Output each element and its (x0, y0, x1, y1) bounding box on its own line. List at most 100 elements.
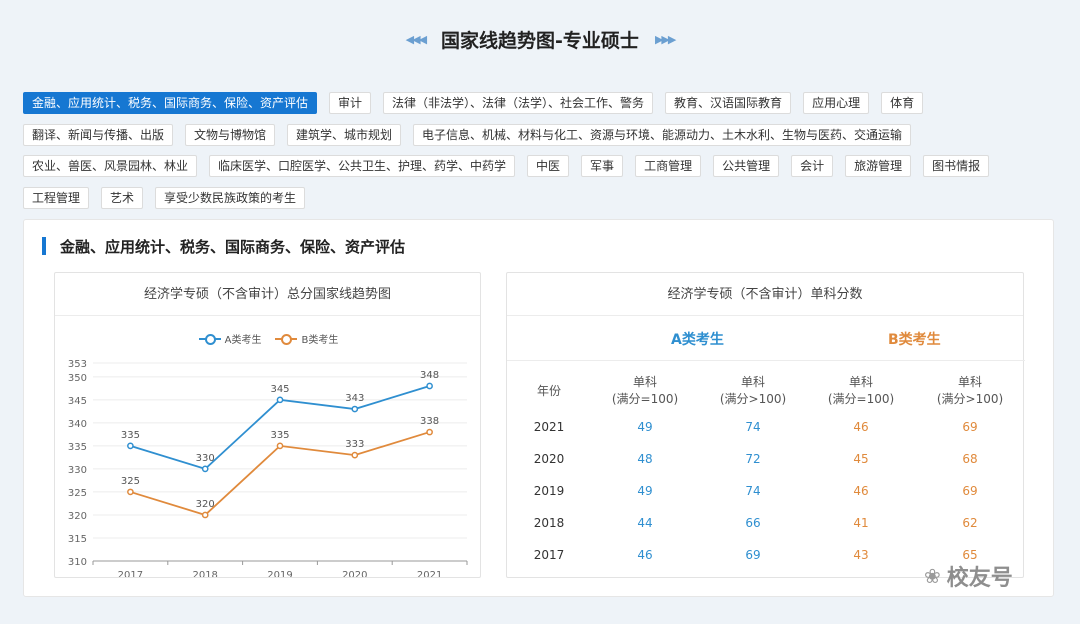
category-tag[interactable]: 公共管理 (713, 155, 780, 177)
cell-year: 2018 (533, 516, 565, 530)
tag-row: 金融、应用统计、税务、国际商务、保险、资产评估 审计 法律（非法学）、法律（法学）、… (23, 92, 1023, 114)
data-point (351, 405, 359, 413)
data-label: 338 (420, 416, 439, 427)
category-tag[interactable]: 法律（非法学）、法律（法学）、社会工作、警务 (383, 92, 654, 114)
data-point (201, 465, 209, 473)
data-label: 333 (345, 439, 364, 450)
cell-a2: 66 (745, 516, 761, 530)
x-tick-label: 2018 (192, 570, 217, 577)
chart-legend: A类考生 B类考生 (55, 331, 482, 346)
cell-b2: 68 (962, 452, 978, 466)
data-label: 330 (196, 453, 215, 464)
data-label: 335 (270, 430, 289, 441)
data-point (426, 428, 433, 436)
y-tick-label: 330 (68, 465, 87, 476)
category-tag[interactable]: 农业、兽医、风景园林、林业 (23, 155, 198, 177)
category-tag[interactable]: 中医 (527, 155, 570, 177)
data-point (127, 488, 134, 496)
data-point (201, 511, 209, 519)
y-tick-label: 335 (68, 442, 87, 453)
category-tag[interactable]: 工商管理 (635, 155, 702, 177)
category-tag[interactable]: 临床医学、口腔医学、公共卫生、护理、药学、中药学 (209, 155, 516, 177)
data-point (276, 396, 284, 404)
y-tick-label: 345 (68, 396, 87, 407)
cell-b2: 69 (962, 484, 978, 498)
cell-a2: 74 (745, 484, 761, 498)
category-tag[interactable]: 审计 (329, 92, 372, 114)
legend-label: B类考生 (301, 335, 339, 346)
trend-chart: 310 315 320 325 330 335 340 345 350 353 2017 2018 20… (68, 359, 468, 577)
tag-row: 工程管理 艺术 享受少数民族政策的考生 (23, 186, 1023, 209)
panel-accent-bar (42, 237, 46, 255)
score-table: 年份 单科 (满分=100) 单科 (满分>100) 单科 (满分=100) 单科 (满… (507, 371, 1025, 571)
cell-b1: 41 (853, 516, 869, 530)
data-point (127, 442, 134, 450)
y-tick-label: 340 (68, 419, 87, 430)
cell-a1: 44 (637, 516, 653, 530)
score-table-card: 经济学专硕（不含审计）单科分数 A类考生 B类考生 年份 单科 (满分=100) … (506, 272, 1025, 578)
tag-row: 农业、兽医、风景园林、林业 临床医学、口腔医学、公共卫生、护理、药学、中药学 中医军… (23, 155, 1023, 177)
table-row: 2020 48 72 45 68 (507, 443, 1025, 475)
legend-line-icon (198, 333, 221, 345)
col-a-sub1: 单科 (满分=100) (611, 375, 679, 406)
category-tag[interactable]: 体育 (881, 92, 924, 114)
page-title-bar: ◀◀◀ 国家线趋势图-专业硕士 ▶▶▶ (0, 24, 1080, 54)
category-tag[interactable]: 享受少数民族政策的考生 (155, 186, 306, 209)
category-tag[interactable]: 翻译、新闻与传播、出版 (23, 123, 174, 146)
data-label: 345 (270, 384, 289, 395)
data-label: 343 (345, 393, 364, 404)
right-arrows-icon: ▶▶▶ (654, 32, 676, 46)
x-tick-label: 2019 (267, 570, 292, 577)
cell-a2: 72 (745, 452, 761, 466)
category-tag[interactable]: 会计 (791, 155, 834, 177)
category-tag[interactable]: 图书情报 (923, 155, 990, 177)
cell-a1: 49 (637, 484, 653, 498)
category-tag[interactable]: 教育、汉语国际教育 (665, 92, 792, 114)
cell-year: 2021 (533, 420, 565, 434)
group-a-label: A类考生 (671, 332, 724, 348)
legend-item: B类考生 (275, 331, 338, 346)
category-tag[interactable]: 军事 (581, 155, 624, 177)
cell-year: 2019 (533, 484, 565, 498)
watermark-text: 校友号 (946, 566, 1013, 591)
category-tag[interactable]: 工程管理 (23, 186, 90, 209)
category-tag[interactable]: 电子信息、机械、材料与化工、资源与环境、能源动力、土木水利、生物与医药、交通运输 (413, 123, 912, 146)
score-table-header: 年份 单科 (满分=100) 单科 (满分>100) 单科 (满分=100) 单科 (满… (507, 371, 1025, 411)
category-tag[interactable]: 文物与博物馆 (185, 123, 276, 146)
cell-b2: 69 (962, 420, 978, 434)
category-tag[interactable]: 艺术 (101, 186, 144, 209)
cell-b1: 45 (853, 452, 869, 466)
category-tag[interactable]: 应用心理 (803, 92, 870, 114)
col-year: 年份 (536, 383, 561, 398)
col-b-sub2: 单科 (满分>100) (936, 375, 1004, 406)
cell-b1: 46 (853, 420, 869, 434)
category-tag[interactable]: 金融、应用统计、税务、国际商务、保险、资产评估 (23, 92, 318, 114)
category-tag[interactable]: 旅游管理 (845, 155, 912, 177)
category-tag[interactable]: 建筑学、城市规划 (287, 123, 402, 146)
cell-a1: 48 (637, 452, 653, 466)
cell-a2: 74 (745, 420, 761, 434)
legend-line-icon (275, 333, 298, 345)
cell-year: 2017 (533, 548, 565, 562)
data-point (276, 442, 284, 450)
group-b-label: B类考生 (888, 332, 941, 348)
y-tick-label: 325 (68, 488, 87, 499)
legend-item: A类考生 (198, 331, 261, 346)
cell-a2: 69 (745, 548, 761, 562)
cell-b1: 46 (853, 484, 869, 498)
y-tick-label: 310 (68, 557, 87, 568)
tag-row: 翻译、新闻与传播、出版 文物与博物馆 建筑学、城市规划 电子信息、机械、材料与化工、资… (23, 123, 1023, 146)
data-label: 320 (196, 499, 215, 510)
page-title: 国家线趋势图-专业硕士 (441, 29, 639, 52)
x-tick-label: 2017 (118, 570, 143, 577)
cell-a1: 49 (637, 420, 653, 434)
y-tick-label: 315 (68, 534, 87, 545)
col-b-sub1: 单科 (满分=100) (827, 375, 895, 406)
data-label: 325 (121, 476, 140, 487)
left-arrows-icon: ◀◀◀ (405, 32, 427, 46)
cell-b2: 65 (962, 548, 978, 562)
group-header: A类考生 B类考生 (507, 316, 1025, 361)
score-table-title: 经济学专硕（不含审计）单科分数 (507, 273, 1023, 316)
y-tick-label: 353 (68, 359, 87, 370)
table-row: 2018 44 66 41 62 (507, 507, 1025, 539)
